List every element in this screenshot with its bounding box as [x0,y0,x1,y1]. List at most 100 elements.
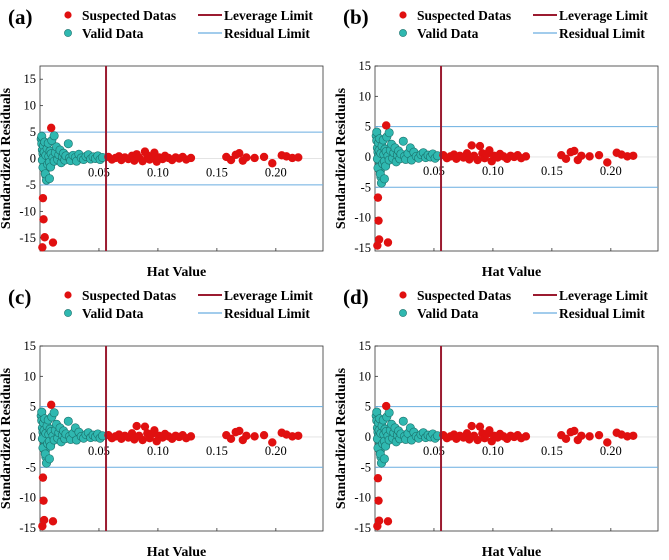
suspected-point [629,151,638,160]
suspected-point [561,434,571,444]
valid-point [384,128,394,138]
y-axis: 15 10 5 0 -5 -10 -15 [19,339,43,535]
suspected-point [38,473,48,482]
suspected-point [521,432,531,441]
legend: Suspected Datas Valid Data Leverage Limit R… [399,288,648,321]
valid-data-series [371,407,442,468]
y-tick-label: 5 [365,400,371,414]
legend-suspected-marker [399,291,407,299]
suspected-point [186,432,196,441]
suspected-data-series [38,400,303,531]
x-tick-label: 0.10 [482,444,504,458]
suspected-point [294,431,303,440]
suspected-point [242,153,251,162]
valid-point [398,416,408,426]
legend: Suspected Datas Valid Data Leverage Limit R… [64,288,313,321]
panel-4: (d) Suspected Datas Valid Data Leverage Lim… [334,285,659,560]
x-tick-label: 0.10 [147,166,169,180]
panel-2: (b) Suspected Datas Valid Data Leverage Lim… [334,5,659,280]
x-axis: 0.05 0.10 0.15 0.20 [423,444,622,531]
suspected-point [235,426,244,436]
panel-label: (b) [343,5,369,29]
suspected-point [585,432,594,441]
legend-suspected-marker [399,11,407,19]
legend-residual-label: Residual Limit [559,306,645,321]
panel-3: (c) Suspected Datas Valid Data Leverage Lim… [0,285,324,560]
x-axis: 0.05 0.10 0.15 0.20 [423,164,622,251]
legend: Suspected Datas Valid Data Leverage Limit R… [64,8,313,41]
suspected-point [47,123,56,133]
suspected-point [242,431,251,440]
y-tick-label: 15 [24,339,37,353]
legend-residual-label: Residual Limit [224,306,310,321]
valid-point [49,131,59,141]
legend-valid-label: Valid Data [417,306,479,321]
suspected-point [373,474,383,483]
suspected-point [383,238,393,247]
y-tick-label: 10 [24,99,37,113]
y-axis-title: Standardized Residuals [334,367,349,509]
suspected-point [577,151,586,160]
suspected-point [39,496,48,505]
suspected-point [485,146,494,155]
suspected-point [40,233,49,242]
x-tick-label: 0.10 [147,444,169,458]
valid-data-series [371,127,442,188]
legend-valid-marker [399,29,407,37]
suspected-point [259,152,269,162]
suspected-point [48,238,58,247]
legend-valid-label: Valid Data [417,26,479,41]
suspected-point [382,121,391,130]
x-tick-label: 0.15 [206,444,228,458]
suspected-point [467,421,476,431]
valid-point [398,136,408,146]
x-axis: 0.05 0.10 0.15 0.20 [88,444,287,531]
y-tick-label: 0 [365,150,371,164]
suspected-point [594,150,604,160]
y-axis-title: Standardized Residuals [334,87,349,229]
legend-valid-marker [399,309,407,317]
y-tick-label: 15 [359,59,372,73]
residual-limits [40,406,323,468]
residual-limits [375,126,658,188]
residual-limits [375,406,658,468]
x-tick-label: 0.20 [600,164,622,178]
suspected-point [138,435,147,445]
x-axis: 0.05 0.10 0.15 0.20 [88,166,287,251]
x-tick-label: 0.15 [541,164,563,178]
legend-suspected-marker [64,291,72,299]
suspected-point [475,422,485,431]
suspected-point [39,515,49,525]
y-tick-label: 0 [365,430,371,444]
suspected-point [570,146,579,156]
panel-label: (d) [343,285,369,309]
legend-valid-marker [64,29,72,37]
y-tick-label: -5 [26,178,36,192]
y-tick-label: -10 [19,204,36,218]
y-tick-label: 10 [359,89,372,103]
y-tick-label: -15 [19,521,36,535]
valid-point [63,139,73,149]
valid-point [44,174,54,184]
suspected-point [382,401,391,411]
x-tick-label: 0.20 [265,166,287,180]
suspected-point [570,426,579,436]
suspected-point [521,152,531,161]
valid-data-series [36,131,107,185]
x-axis-title: Hat Value [482,265,542,280]
suspected-point [561,154,571,164]
y-tick-label: 5 [30,400,36,414]
suspected-data-series [373,401,638,531]
suspected-point [268,438,277,447]
suspected-point [235,149,244,158]
legend-valid-label: Valid Data [82,26,144,41]
y-tick-label: -15 [354,521,371,535]
legend-residual-label: Residual Limit [224,26,310,41]
suspected-point [150,426,159,435]
suspected-point [374,216,383,225]
residual-limits [40,131,323,186]
suspected-point [138,156,147,166]
suspected-point [629,431,638,440]
suspected-point [374,516,384,525]
